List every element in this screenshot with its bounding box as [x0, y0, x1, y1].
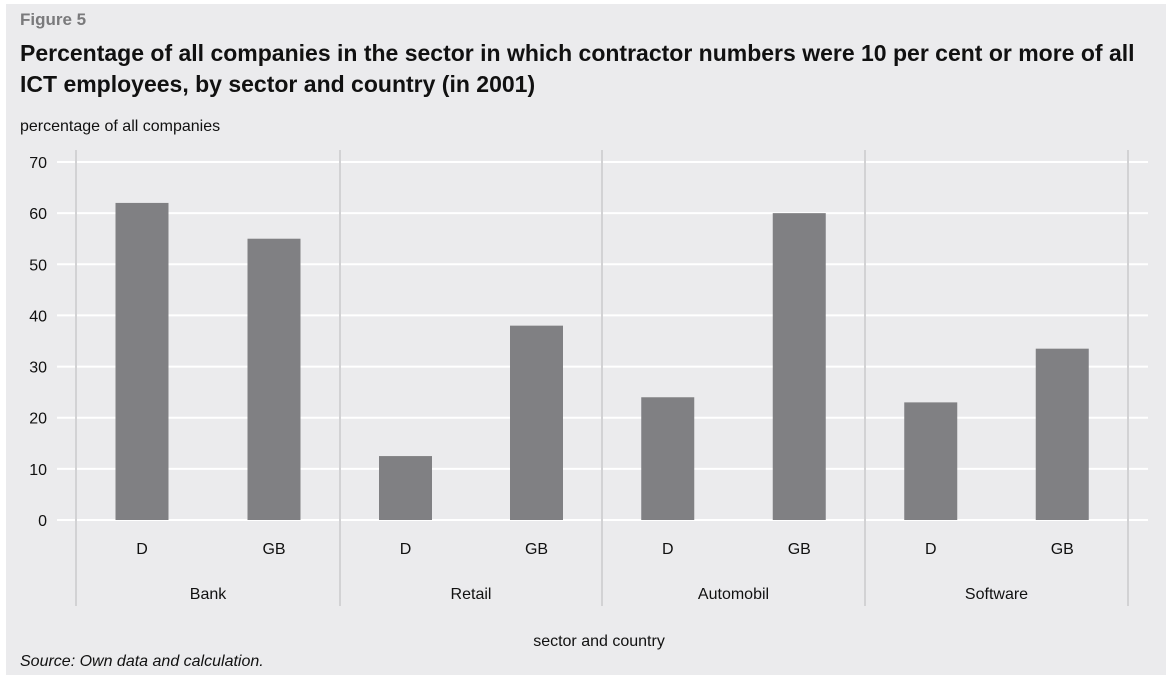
chart-title: Percentage of all companies in the secto… [20, 40, 1135, 97]
x-axis-label: sector and country [533, 633, 665, 650]
y-tick-label: 0 [38, 513, 47, 530]
figure-label: Figure 5 [20, 10, 87, 29]
x-tick-label: GB [262, 541, 285, 558]
figure-panel [6, 4, 1166, 675]
bar [510, 325, 563, 520]
x-tick-label: D [662, 541, 674, 558]
y-tick-label: 50 [29, 257, 47, 274]
bar [247, 238, 301, 520]
x-tick-label: D [136, 541, 148, 558]
bar [1035, 348, 1089, 520]
group-label: Software [965, 586, 1028, 603]
source-note: Source: Own data and calculation. [20, 653, 264, 670]
group-label: Bank [190, 586, 227, 603]
y-tick-label: 40 [29, 308, 47, 325]
y-axis-label: percentage of all companies [20, 118, 221, 135]
group-label: Retail [451, 586, 492, 603]
x-tick-label: GB [788, 541, 811, 558]
bar [379, 456, 432, 520]
bar [772, 213, 826, 520]
y-tick-label: 60 [29, 206, 47, 223]
x-tick-label: D [925, 541, 937, 558]
bar [641, 397, 695, 520]
y-tick-label: 70 [29, 155, 47, 172]
y-tick-label: 10 [29, 462, 47, 479]
x-tick-label: GB [525, 541, 548, 558]
x-tick-label: D [400, 541, 412, 558]
y-tick-label: 20 [29, 411, 47, 428]
bar [115, 202, 169, 520]
y-tick-label: 30 [29, 360, 47, 377]
bar [904, 402, 958, 520]
x-tick-label: GB [1051, 541, 1074, 558]
group-label: Automobil [698, 586, 769, 603]
